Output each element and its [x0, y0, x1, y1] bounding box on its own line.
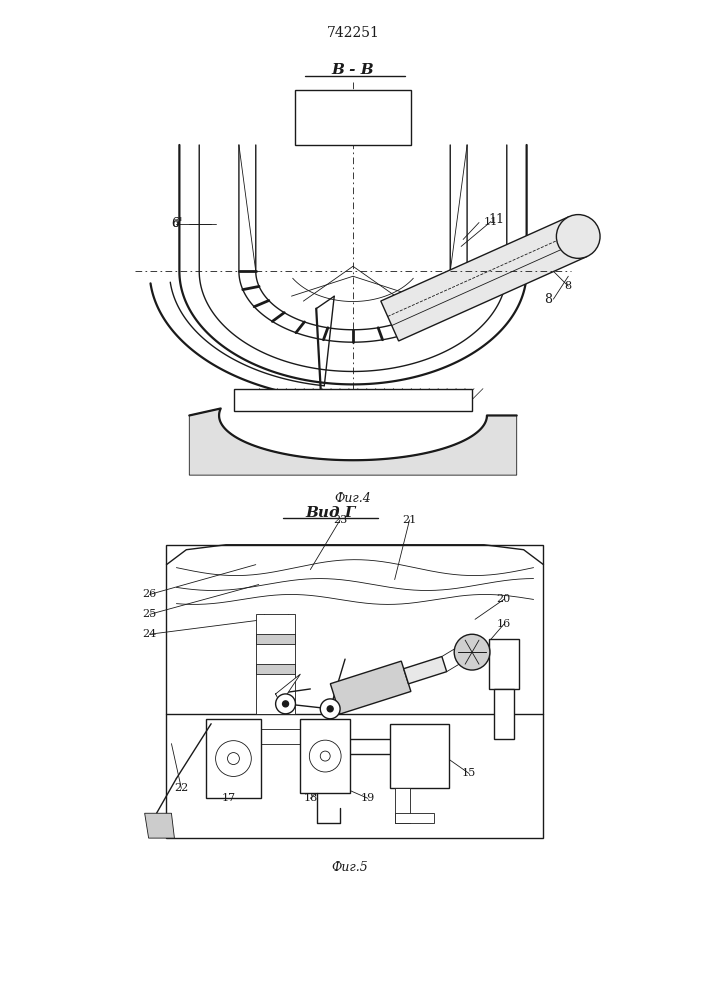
Polygon shape: [276, 674, 300, 704]
Text: 8: 8: [544, 293, 552, 306]
Polygon shape: [145, 813, 175, 838]
Circle shape: [454, 634, 490, 670]
Bar: [494, 689, 514, 739]
Polygon shape: [189, 408, 517, 475]
Text: 20: 20: [497, 594, 511, 604]
Bar: [395, 813, 434, 823]
Circle shape: [320, 751, 330, 761]
Bar: [296, 90, 411, 145]
Circle shape: [228, 753, 240, 765]
Text: 26: 26: [143, 589, 157, 599]
Polygon shape: [330, 661, 411, 714]
Text: 742251: 742251: [327, 26, 380, 40]
Bar: [395, 788, 409, 823]
Text: 18: 18: [303, 793, 317, 803]
Bar: [390, 724, 449, 788]
Text: 11: 11: [484, 217, 498, 227]
Circle shape: [216, 741, 251, 776]
Text: 8: 8: [565, 281, 572, 291]
Bar: [234, 389, 472, 410]
Text: 15: 15: [462, 768, 477, 778]
Text: 6': 6': [171, 219, 182, 229]
Bar: [166, 545, 544, 838]
Bar: [256, 634, 296, 644]
Text: 24: 24: [143, 629, 157, 639]
Bar: [489, 639, 519, 689]
Text: Фиг.4: Фиг.4: [334, 492, 371, 505]
Circle shape: [556, 215, 600, 258]
Text: 16: 16: [497, 619, 511, 629]
Circle shape: [283, 701, 288, 707]
Circle shape: [320, 699, 340, 719]
Polygon shape: [381, 217, 587, 341]
Polygon shape: [404, 657, 447, 684]
Text: 19: 19: [361, 793, 375, 803]
Text: Вид Г: Вид Г: [305, 506, 356, 520]
Text: 21: 21: [402, 515, 416, 525]
Text: 17: 17: [222, 793, 236, 803]
Text: 22: 22: [174, 783, 189, 793]
Text: 25: 25: [143, 609, 157, 619]
Text: 11: 11: [489, 213, 505, 226]
Circle shape: [310, 740, 341, 772]
Text: B - B: B - B: [332, 63, 374, 77]
Text: Фиг.5: Фиг.5: [332, 861, 368, 874]
Bar: [256, 614, 296, 714]
Circle shape: [327, 706, 333, 712]
Text: 23: 23: [333, 515, 347, 525]
Text: 6': 6': [170, 217, 182, 230]
Bar: [256, 664, 296, 674]
Circle shape: [276, 694, 296, 714]
Bar: [300, 719, 350, 793]
Bar: [206, 719, 261, 798]
